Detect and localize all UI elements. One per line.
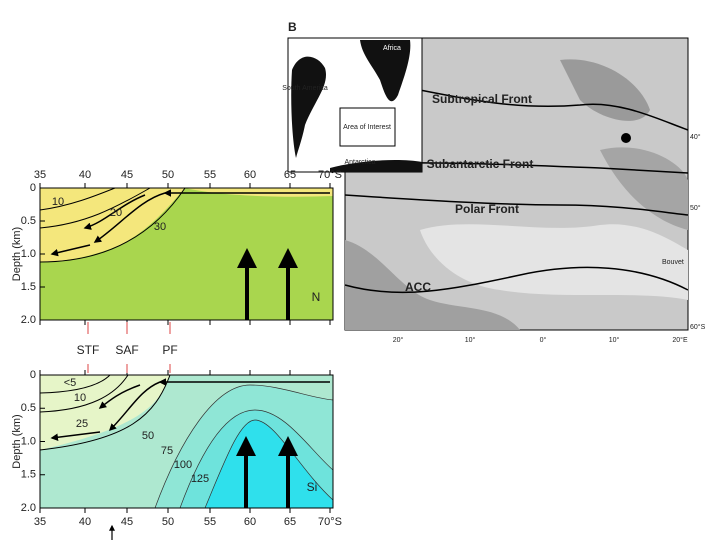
front-line (419, 89, 689, 131)
front-label: STF (77, 343, 100, 357)
flow-arrow (50, 244, 91, 257)
contour-line (39, 374, 171, 451)
contour-label: 10 (74, 392, 86, 404)
front-label: Subtropical Front (432, 92, 532, 106)
front-label: Subantarctic Front (427, 157, 534, 171)
contour-label: <5 (64, 377, 77, 389)
y-tick-label: 0.5 (21, 215, 36, 227)
x-tick-label: 50 (162, 516, 174, 528)
contour-line (39, 187, 116, 211)
continent (291, 56, 326, 159)
lat-label: 50° (690, 204, 701, 212)
contour-line (179, 409, 334, 509)
x-tick-label: 40 (79, 169, 91, 181)
y-tick-label: 2.0 (21, 502, 36, 514)
y-tick-label: 0 (30, 182, 36, 194)
y-tick-label: 1.0 (21, 248, 36, 260)
lon-label: 20°E (672, 336, 688, 344)
panel-label: B (288, 20, 297, 34)
inset-label: Antarctica (344, 159, 375, 166)
x-tick-label: 50 (162, 169, 174, 181)
contour-line (39, 187, 186, 263)
front-label: SAF (115, 343, 138, 357)
y-tick-label: 1.0 (21, 435, 36, 447)
inset-label: Area of Interest (343, 124, 391, 131)
flow-arrow (93, 192, 166, 243)
y-tick-label: 0 (30, 369, 36, 381)
contour-label: 30 (154, 221, 166, 233)
x-tick-label: 70°S (318, 169, 342, 181)
contour-label: 50 (142, 430, 154, 442)
lat-label: 40° (690, 133, 701, 141)
x-tick-label: 65 (284, 516, 296, 528)
x-tick-label: 45 (121, 169, 133, 181)
island-label: Bouvet (662, 259, 684, 266)
section-si (39, 374, 334, 540)
lon-label: 10° (609, 336, 620, 344)
y-tick-label: 0.5 (21, 402, 36, 414)
x-tick-label: 35 (34, 516, 46, 528)
contour-label: 75 (161, 445, 173, 457)
lon-label: 20° (393, 336, 404, 344)
front-line (344, 266, 689, 294)
flow-arrow (50, 431, 101, 441)
bathymetry (560, 59, 650, 121)
x-tick-label: 65 (284, 169, 296, 181)
y-tick-label: 1.5 (21, 469, 36, 481)
section-n (39, 187, 334, 321)
contour-label: 25 (76, 418, 88, 430)
site-marker (621, 133, 631, 143)
x-tick-label: 60 (244, 169, 256, 181)
front-label: Polar Front (455, 202, 519, 216)
inset-label: Africa (383, 45, 401, 52)
x-tick-label: 70°S (318, 516, 342, 528)
bathymetry (345, 240, 520, 330)
map (287, 37, 689, 331)
contour-label: 10 (52, 196, 64, 208)
contour-line (204, 419, 334, 509)
contour-label: 100 (174, 459, 192, 471)
lon-label: 0° (540, 336, 547, 344)
lon-label: 10° (465, 336, 476, 344)
area-of-interest (339, 107, 396, 147)
flow-arrow (83, 194, 146, 230)
front-label: ACC (405, 280, 431, 294)
x-tick-label: 55 (204, 516, 216, 528)
x-tick-label: 60 (244, 516, 256, 528)
contour-line (39, 187, 151, 229)
inset-label: South America (282, 85, 328, 92)
contour-fill (40, 375, 170, 450)
x-tick-label: 45 (121, 516, 133, 528)
tracer-label: Si (307, 480, 318, 494)
contour-label: 20 (110, 207, 122, 219)
flow-arrow (98, 384, 141, 409)
contour-line (39, 374, 111, 394)
lat-label: 60°S (690, 323, 706, 331)
front-label: PF (162, 343, 177, 357)
contour-label: 125 (191, 473, 209, 485)
y-axis-label: Depth (km) (11, 227, 23, 281)
contour-line (154, 384, 334, 509)
y-tick-label: 1.5 (21, 281, 36, 293)
tracer-label: N (312, 290, 321, 304)
continent (360, 40, 411, 102)
y-tick-label: 2.0 (21, 314, 36, 326)
contour-fill (40, 188, 185, 262)
continent (330, 160, 422, 172)
front-line (344, 194, 689, 216)
contour-line (39, 374, 129, 413)
y-axis-label: Depth (km) (11, 414, 23, 468)
x-tick-label: 55 (204, 169, 216, 181)
x-tick-label: 40 (79, 516, 91, 528)
bathymetry (600, 147, 688, 230)
flow-arrow (108, 381, 161, 432)
x-tick-label: 35 (34, 169, 46, 181)
